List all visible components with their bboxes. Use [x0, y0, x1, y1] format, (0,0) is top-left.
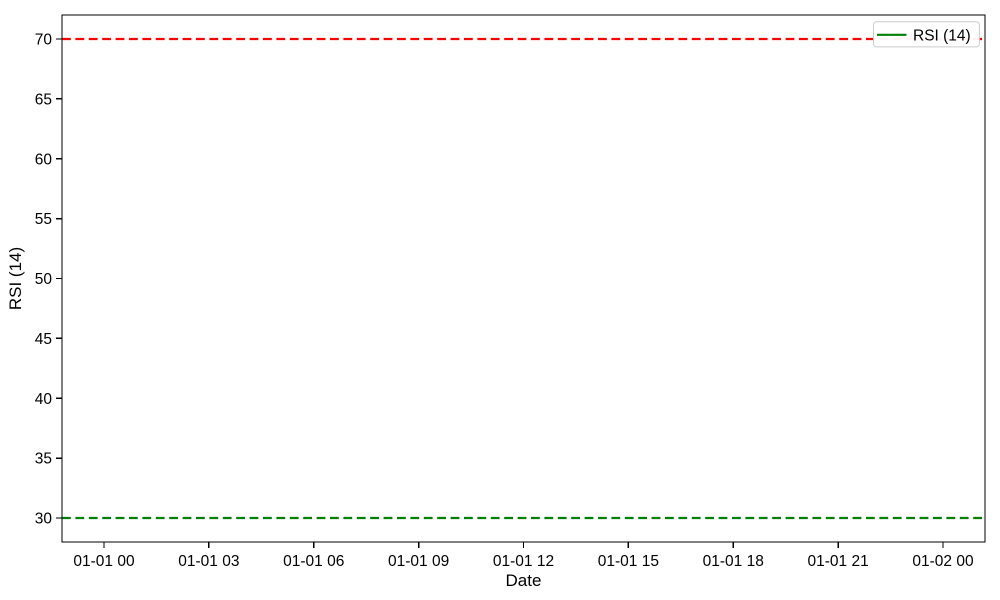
- svg-text:01-01 09: 01-01 09: [388, 553, 449, 570]
- svg-text:65: 65: [35, 91, 52, 108]
- svg-text:01-01 00: 01-01 00: [73, 553, 135, 570]
- svg-text:01-02 00: 01-02 00: [912, 553, 974, 570]
- svg-text:40: 40: [35, 391, 53, 408]
- svg-text:RSI (14): RSI (14): [6, 247, 25, 310]
- svg-text:50: 50: [35, 271, 53, 288]
- svg-text:01-01 12: 01-01 12: [493, 553, 554, 570]
- svg-text:01-01 21: 01-01 21: [808, 553, 869, 570]
- svg-text:01-01 06: 01-01 06: [283, 553, 344, 570]
- svg-text:30: 30: [35, 511, 53, 528]
- svg-text:70: 70: [35, 32, 53, 49]
- svg-text:01-01 15: 01-01 15: [598, 553, 659, 570]
- svg-text:35: 35: [35, 451, 52, 468]
- svg-text:60: 60: [35, 151, 53, 168]
- svg-text:01-01 03: 01-01 03: [178, 553, 239, 570]
- svg-text:45: 45: [35, 331, 52, 348]
- svg-text:01-01 18: 01-01 18: [703, 553, 764, 570]
- svg-text:RSI (14): RSI (14): [913, 28, 971, 45]
- svg-text:Date: Date: [506, 571, 542, 590]
- svg-text:55: 55: [35, 211, 52, 228]
